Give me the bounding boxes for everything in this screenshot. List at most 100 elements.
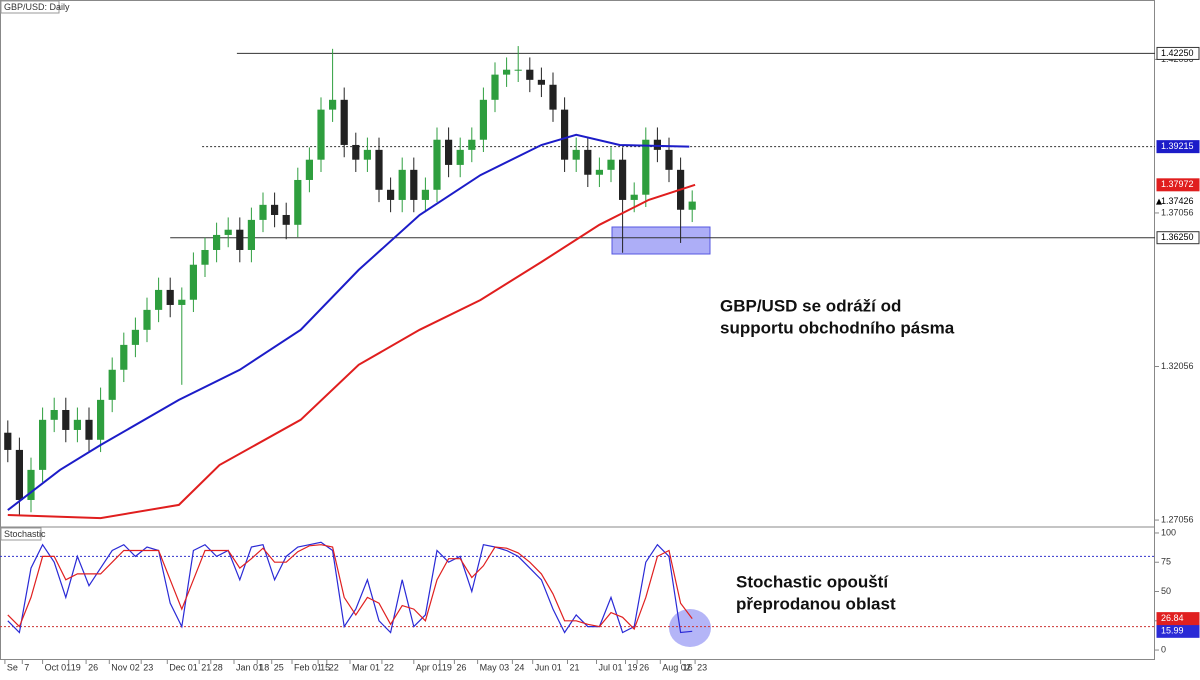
candle-body [39,419,47,470]
candle-body [387,189,395,200]
x-tick-label: Aug 02 [662,662,691,672]
candle-body [526,69,534,80]
x-tick-label: 21 [201,662,211,672]
value-box [1156,612,1200,626]
annotation: GBP/USD se odráží od [720,296,901,315]
y-tick-label: 100 [1161,527,1176,537]
candle-body [410,169,418,200]
annotation: supportu obchodního pásma [720,318,955,337]
candle-body [468,139,476,150]
price-marker [1156,198,1162,205]
plot-frame [0,0,1155,660]
x-tick-label: 15 [320,662,330,672]
x-tick-label: Mar 01 [352,662,380,672]
candle-body [282,214,290,225]
value-label: 15.99 [1161,626,1184,636]
y-tick-label: 1.32056 [1161,361,1194,371]
candle-body [421,189,429,200]
y-tick-label: 75 [1161,557,1171,567]
candle-body [178,299,186,305]
x-tick-label: 7 [24,662,29,672]
x-tick-label: 22 [329,662,339,672]
candle-body [340,99,348,145]
candle-body [352,144,360,160]
moving-average [7,183,696,520]
stochastic-line [7,541,693,634]
candle-body [247,219,255,250]
candle-body [653,139,661,150]
candle-body [120,344,128,370]
candle-body [224,229,232,235]
candle-body [73,419,81,430]
indicator-title: Stochastic [4,529,46,539]
x-tick-label: Feb 01 [294,662,322,672]
candle-body [15,449,23,500]
candle-body [688,201,696,210]
candle-body [108,369,116,400]
candle-body [584,149,592,175]
x-tick-label: 22 [384,662,394,672]
candle-body [456,149,464,165]
value-box [1156,231,1200,245]
value-label: 26.84 [1161,613,1184,623]
candle-body [537,79,545,85]
moving-average [7,133,690,511]
y-tick-label: 0 [1161,644,1166,654]
candle-body [50,409,58,420]
x-tick-label: 26 [639,662,649,672]
candle-body [294,179,302,225]
candle-body [4,432,12,450]
y-tick-label: 1.37056 [1161,207,1194,217]
stochastic-line [7,544,693,631]
x-tick-label: Se [7,662,18,672]
candle-body [329,99,337,110]
x-tick-label: 28 [213,662,223,672]
value-box [1156,140,1200,154]
x-tick-label: 19 [442,662,452,672]
x-tick-label: Nov 02 [111,662,140,672]
value-label: 1.37972 [1161,179,1194,189]
candle-body [201,249,209,265]
value-label: 1.36250 [1161,232,1194,242]
value-label: 1.39215 [1161,141,1194,151]
candle-body [236,229,244,250]
x-tick-label: 26 [88,662,98,672]
value-box [1156,195,1200,209]
chart-title: GBP/USD: Daily [4,2,70,12]
candle-body [491,74,499,100]
value-box [1156,178,1200,192]
annotation: přeprodanou oblast [736,594,896,613]
candle-body [595,169,603,175]
candle-body [317,109,325,160]
candle-body [166,289,174,305]
candle-body [213,234,221,250]
title-box [0,527,42,541]
annotation: Stochastic opouští [736,572,889,591]
candle-body [363,149,371,160]
value-box [1156,624,1200,638]
x-tick-label: 21 [570,662,580,672]
value-box [1156,46,1200,60]
candle-body [630,194,638,200]
x-tick-label: 16 [683,662,693,672]
x-tick-label: 23 [697,662,707,672]
x-tick-label: Dec 01 [169,662,198,672]
candle-body [619,159,627,200]
oversold-highlight [669,609,711,647]
x-tick-label: 23 [143,662,153,672]
support-highlight [611,226,711,255]
candle-body [514,69,522,71]
candle-body [665,149,673,170]
x-tick-label: 19 [71,662,81,672]
candle-body [445,139,453,165]
x-tick-label: 26 [456,662,466,672]
candle-body [143,309,151,330]
x-tick-label: May 03 [480,662,510,672]
x-tick-label: Oct 01 [45,662,72,672]
candle-body [189,264,197,300]
candle-body [85,419,93,440]
y-tick-label: 50 [1161,586,1171,596]
title-box [0,0,60,14]
candle-body [433,139,441,190]
